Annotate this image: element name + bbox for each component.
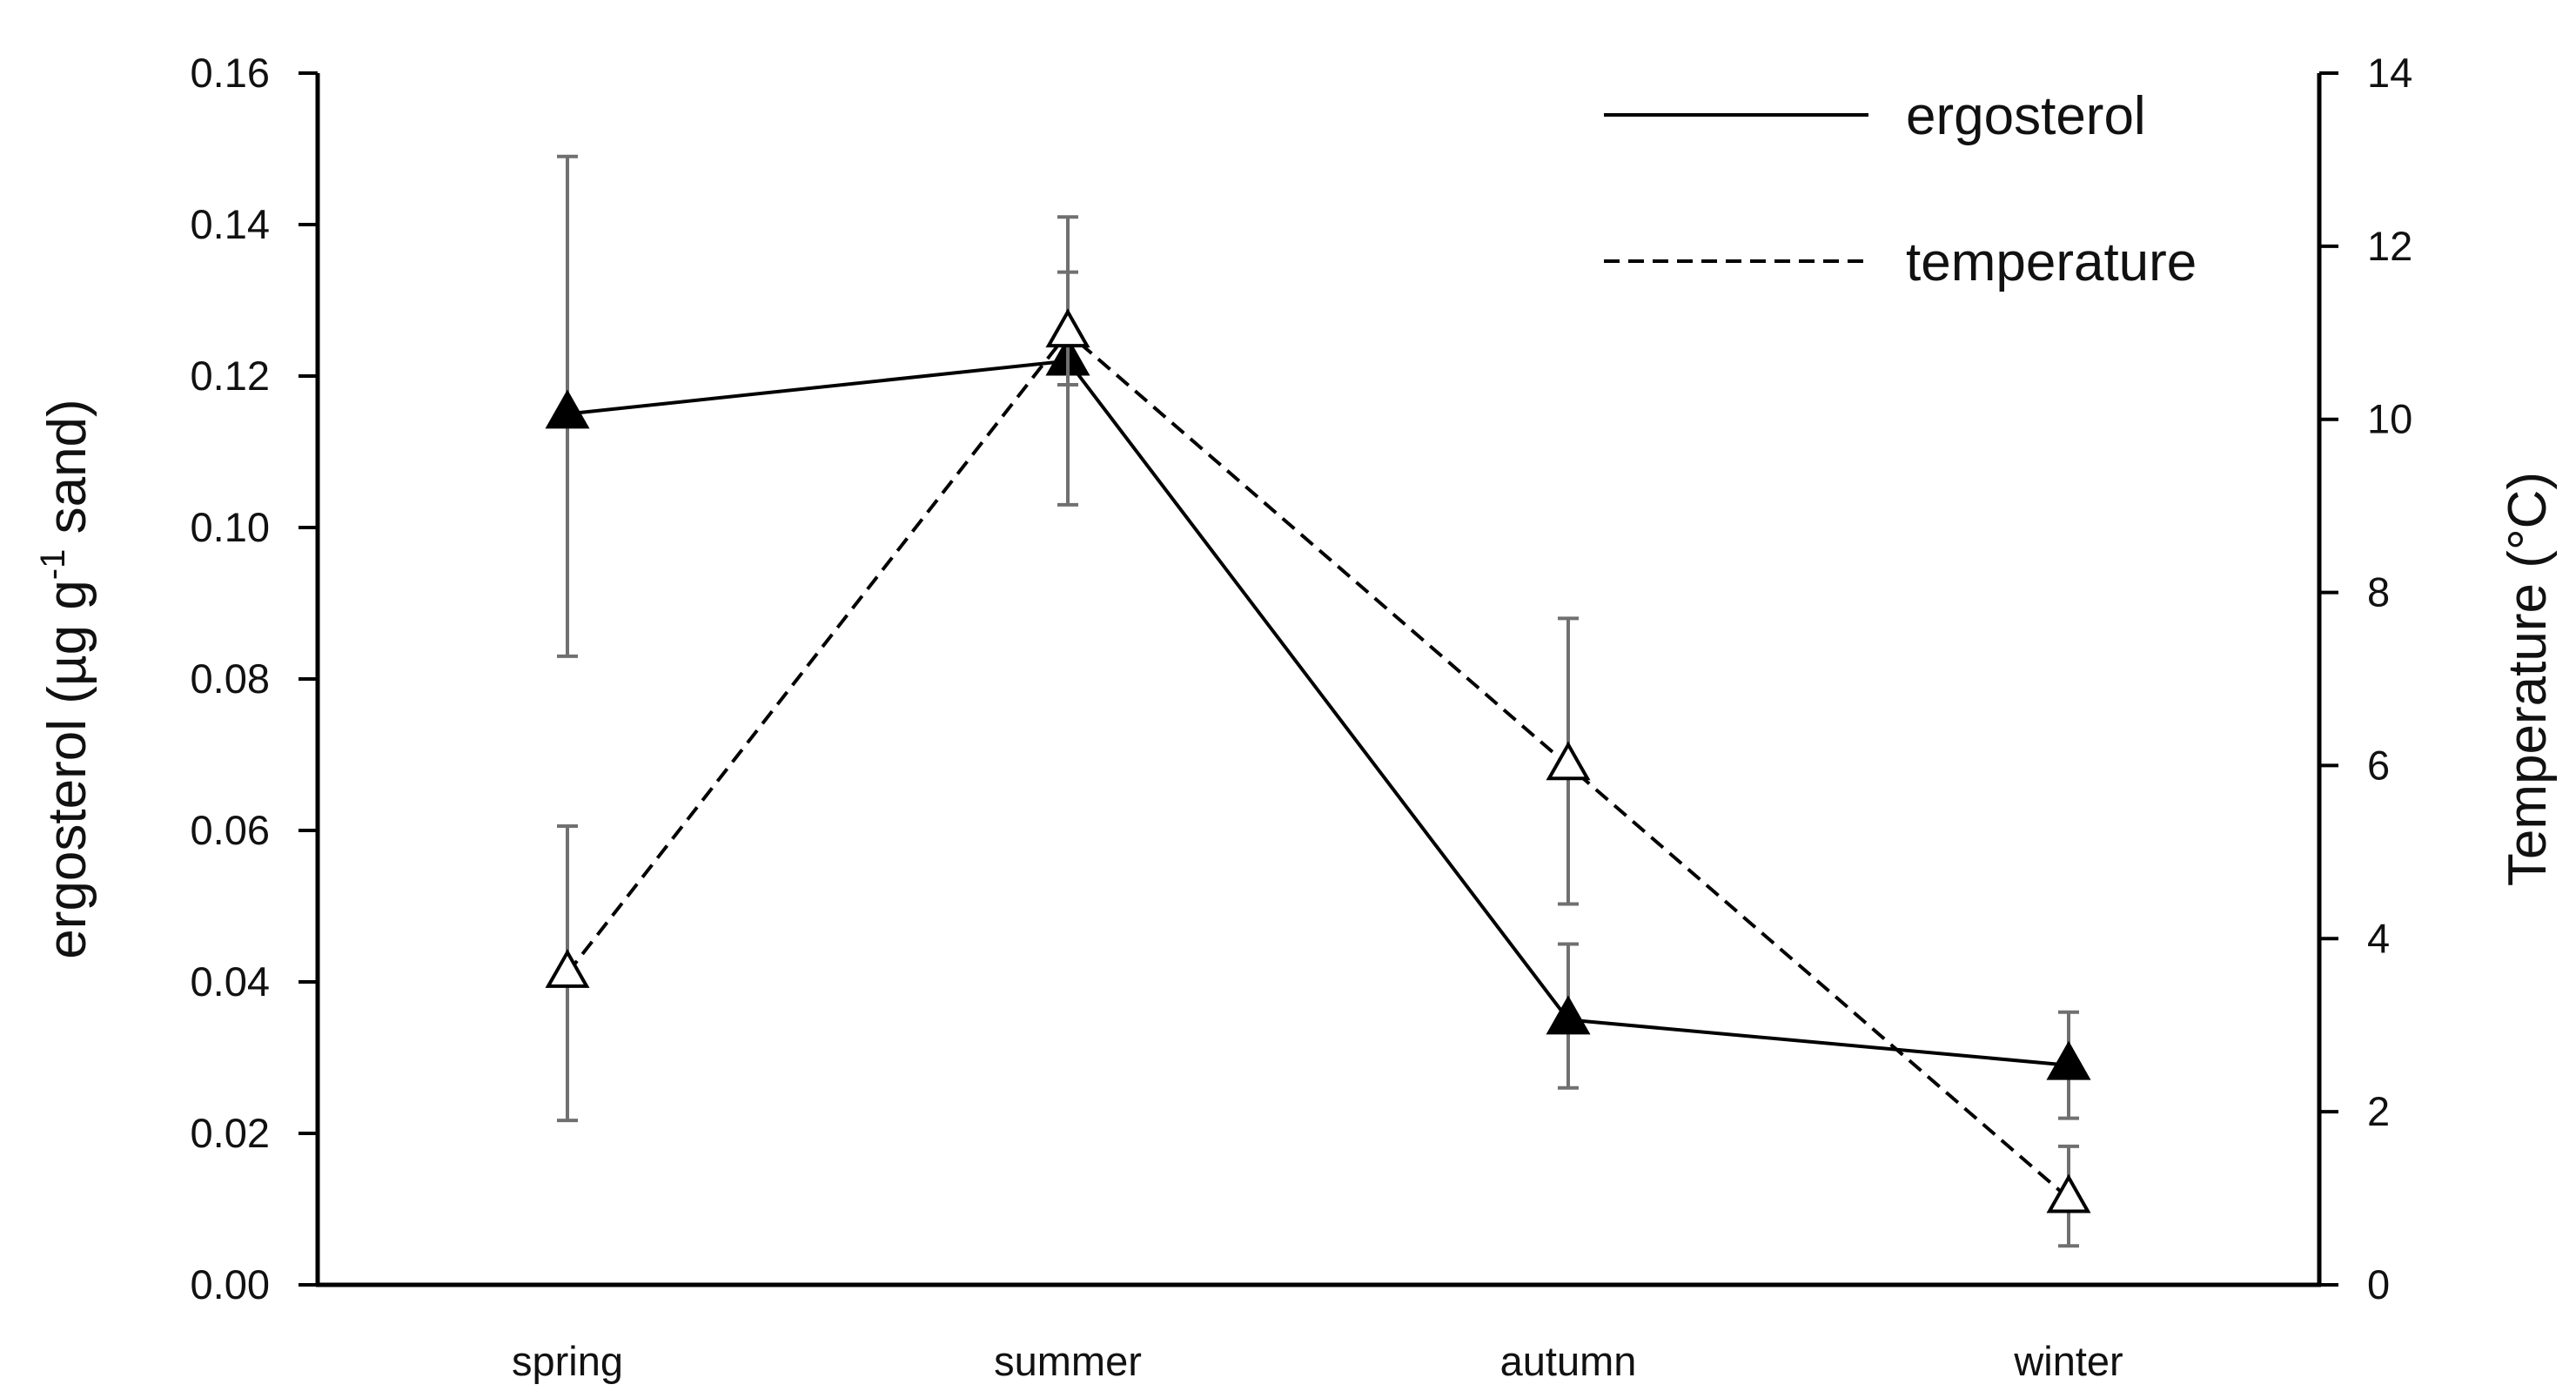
x-category-label: summer	[994, 1338, 1142, 1384]
series-temperature	[545, 270, 2091, 1248]
left-tick-label: 0.14	[191, 201, 270, 247]
left-tick-label: 0.02	[191, 1110, 270, 1156]
series-layer	[545, 154, 2091, 1248]
legend-label-temperature: temperature	[1906, 232, 2197, 292]
right-tick-label: 14	[2367, 50, 2412, 96]
right-tick-label: 0	[2367, 1261, 2390, 1307]
left-axis-title: ergosterol (µg g-1 sand)	[34, 399, 97, 958]
ergosterol-point	[2046, 1040, 2091, 1080]
left-tick-label: 0.08	[191, 655, 270, 702]
left-axis-title-main: ergosterol (µg g	[37, 580, 97, 958]
right-tick-label: 2	[2367, 1088, 2390, 1134]
right-axis-title: Temperature (°C)	[2498, 472, 2558, 886]
temperature-point	[1045, 308, 1090, 348]
right-tick-label: 4	[2367, 915, 2390, 961]
left-tick-label: 0.10	[191, 504, 270, 550]
series-ergosterol	[545, 154, 2091, 1120]
ergosterol-point	[545, 389, 590, 429]
right-tick-label: 12	[2367, 223, 2412, 269]
temperature-point	[545, 949, 590, 988]
right-tick-label: 10	[2367, 396, 2412, 442]
x-category-label: winter	[2013, 1338, 2123, 1384]
left-tick-label: 0.06	[191, 807, 270, 853]
left-tick-label: 0.04	[191, 958, 270, 1005]
left-axis-title-superscript: -1	[34, 549, 72, 581]
left-tick-label: 0.00	[191, 1261, 270, 1307]
axes: 0.00 0.02 0.04 0.06 0.08 0.10 0.12 0.14 0.16 0 2 4 6…	[34, 50, 2558, 1384]
temperature-point	[1546, 741, 1591, 781]
temperature-line	[566, 330, 2070, 1200]
right-tick-label: 6	[2367, 742, 2390, 788]
x-category-label: spring	[512, 1338, 623, 1384]
right-tick-label: 8	[2367, 569, 2390, 615]
x-category-label: autumn	[1500, 1338, 1637, 1384]
left-tick-label: 0.16	[191, 50, 270, 96]
temperature-point	[2046, 1173, 2091, 1213]
left-tick-label: 0.12	[191, 353, 270, 399]
left-axis-title-tail: sand)	[37, 399, 97, 548]
ergosterol-point	[1546, 995, 1591, 1035]
ergosterol-line	[567, 359, 2070, 1067]
legend-label-ergosterol: ergosterol	[1906, 86, 2146, 146]
legend: ergosterol temperature	[1604, 86, 2197, 292]
